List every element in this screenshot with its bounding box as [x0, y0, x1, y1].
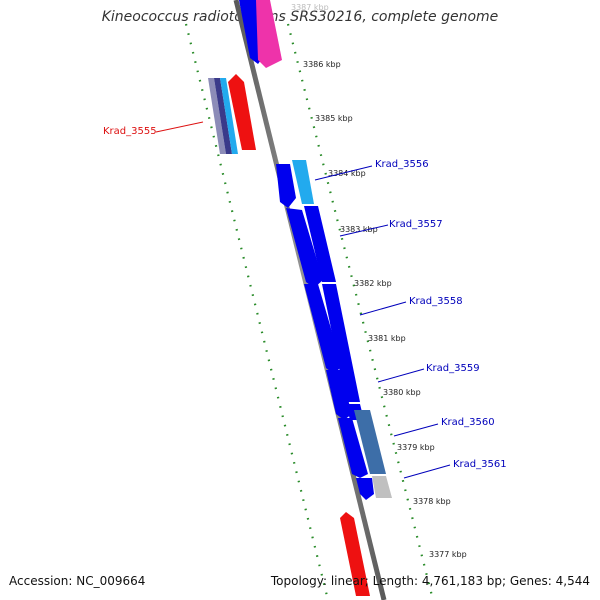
leader-krad-3560: [393, 423, 439, 437]
accession-label: Accession: NC_009664: [9, 574, 146, 588]
ruler-label-3380: 3380 kbp: [383, 388, 421, 397]
leader-krad-3561: [403, 464, 451, 479]
ruler-label-3385: 3385 kbp: [315, 114, 353, 123]
gene-block-3556-rev[interactable]: [276, 164, 296, 208]
gene-block-top-forward-pink[interactable]: [256, 0, 282, 68]
ruler-label-3387: 3387 kbp: [291, 3, 329, 12]
leader-krad-3557: [339, 224, 389, 237]
gene-label-krad-3557[interactable]: Krad_3557: [389, 219, 443, 230]
ruler-left-dotted-line: [184, 23, 329, 597]
map-title: Kineococcus radiotolerans SRS30216, comp…: [101, 9, 499, 25]
gene-label-krad-3556[interactable]: Krad_3556: [375, 159, 429, 170]
gene-block-krad-3555-stripe-1[interactable]: [208, 78, 226, 154]
gene-block-krad-3556[interactable]: [292, 160, 314, 204]
ruler-label-3379: 3379 kbp: [397, 443, 435, 452]
ruler-label-3381: 3381 kbp: [368, 334, 406, 343]
ruler-label-3377: 3377 kbp: [429, 550, 467, 559]
genome-summary-label: Topology: linear; Length: 4,761,183 bp; …: [270, 574, 590, 588]
gene-label-krad-3558[interactable]: Krad_3558: [409, 296, 463, 307]
gene-block-3561-rev[interactable]: [356, 478, 374, 500]
gene-labels: Krad_3555 Krad_3556 Krad_3557 Krad_3558 …: [103, 126, 507, 470]
krad-3555-cluster: [208, 74, 256, 154]
gene-label-krad-3559[interactable]: Krad_3559: [426, 363, 480, 374]
ruler-label-3386: 3386 kbp: [303, 60, 341, 69]
leader-krad-3556: [314, 165, 373, 181]
gene-block-krad-3555-stripe-2[interactable]: [214, 78, 232, 154]
gene-block-krad-3557[interactable]: [304, 206, 336, 282]
ruler-label-3382: 3382 kbp: [354, 279, 392, 288]
ruler-label-3378: 3378 kbp: [413, 497, 451, 506]
forward-strand-genes: [256, 0, 392, 498]
gene-block-3557-rev[interactable]: [286, 208, 323, 288]
gene-block-krad-3561[interactable]: [372, 476, 392, 498]
leader-krad-3558: [359, 301, 407, 316]
ruler-labels: 3387 kbp 3386 kbp 3385 kbp 3384 kbp 3383…: [291, 3, 467, 559]
gene-block-krad-3555[interactable]: [228, 74, 256, 150]
gene-block-krad-3560[interactable]: [354, 410, 386, 474]
gene-label-krad-3560[interactable]: Krad_3560: [441, 417, 495, 428]
gene-block-krad-3558[interactable]: [322, 284, 360, 402]
gene-block-3559-rev[interactable]: [326, 370, 352, 420]
gene-block-bottom-red[interactable]: [340, 512, 370, 596]
gene-label-krad-3561[interactable]: Krad_3561: [453, 459, 507, 470]
leader-krad-3555: [155, 121, 204, 133]
gene-block-3560-rev[interactable]: [338, 418, 368, 478]
gene-block-3558-rev[interactable]: [304, 284, 342, 374]
gene-label-krad-3555[interactable]: Krad_3555: [103, 126, 157, 137]
reverse-strand-genes: [239, 0, 374, 500]
gene-label-leaders: [155, 121, 451, 479]
leader-krad-3559: [377, 368, 425, 383]
ruler-label-3384: 3384 kbp: [328, 169, 366, 178]
gene-block-krad-3555-stripe-3[interactable]: [220, 78, 238, 154]
ruler-label-3383: 3383 kbp: [340, 225, 378, 234]
